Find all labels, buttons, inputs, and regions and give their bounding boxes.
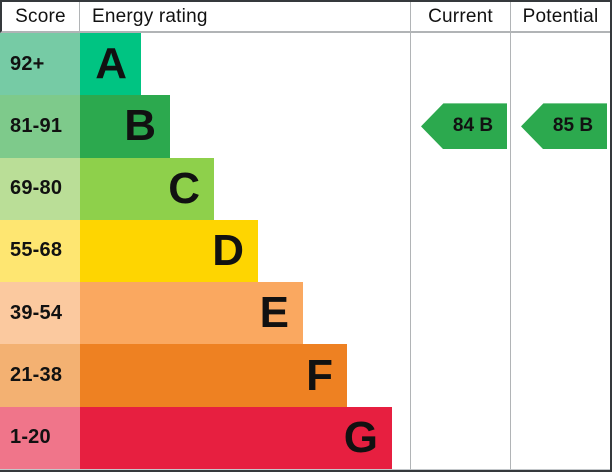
current-rating-arrow: 84 B (421, 103, 507, 150)
score-range-c: 69-80 (0, 157, 80, 220)
current-column-header: Current (411, 2, 510, 33)
current-rating-label: 84 B (452, 115, 494, 137)
band-bar-b: B (80, 95, 170, 158)
band-row-e: E (80, 282, 410, 345)
rating-table: Score Energy rating 92+ A 81-91 B 69-80 C 55-6… (0, 2, 410, 470)
current-arrow-slot: 84 B (411, 95, 510, 157)
band-bar-c: C (80, 157, 214, 220)
potential-rating-label: 85 B (552, 115, 594, 137)
band-bar-e: E (80, 282, 303, 345)
band-bar-f: F (80, 344, 347, 407)
score-range-g: 1-20 (0, 406, 80, 469)
potential-arrow-slot: 85 B (511, 95, 610, 157)
band-row-f: F (80, 344, 410, 407)
band-bar-a: A (80, 33, 141, 96)
band-bar-d: D (80, 219, 258, 283)
band-bar-g: G (80, 406, 392, 469)
score-column-header: Score (0, 2, 80, 33)
potential-column-header: Potential (511, 2, 610, 33)
band-row-d: D (80, 219, 410, 283)
potential-column: Potential 85 B (510, 2, 610, 470)
energy-rating-column-header: Energy rating (80, 2, 410, 33)
current-column: Current 84 B (410, 2, 510, 470)
score-range-f: 21-38 (0, 344, 80, 407)
band-row-g: G (80, 406, 410, 469)
score-range-a: 92+ (0, 33, 80, 96)
score-range-e: 39-54 (0, 282, 80, 345)
band-row-b: B (80, 95, 410, 158)
band-row-c: C (80, 157, 410, 220)
score-range-d: 55-68 (0, 219, 80, 283)
potential-rating-arrow: 85 B (521, 103, 607, 150)
score-range-b: 81-91 (0, 95, 80, 158)
band-row-a: A (80, 33, 410, 96)
